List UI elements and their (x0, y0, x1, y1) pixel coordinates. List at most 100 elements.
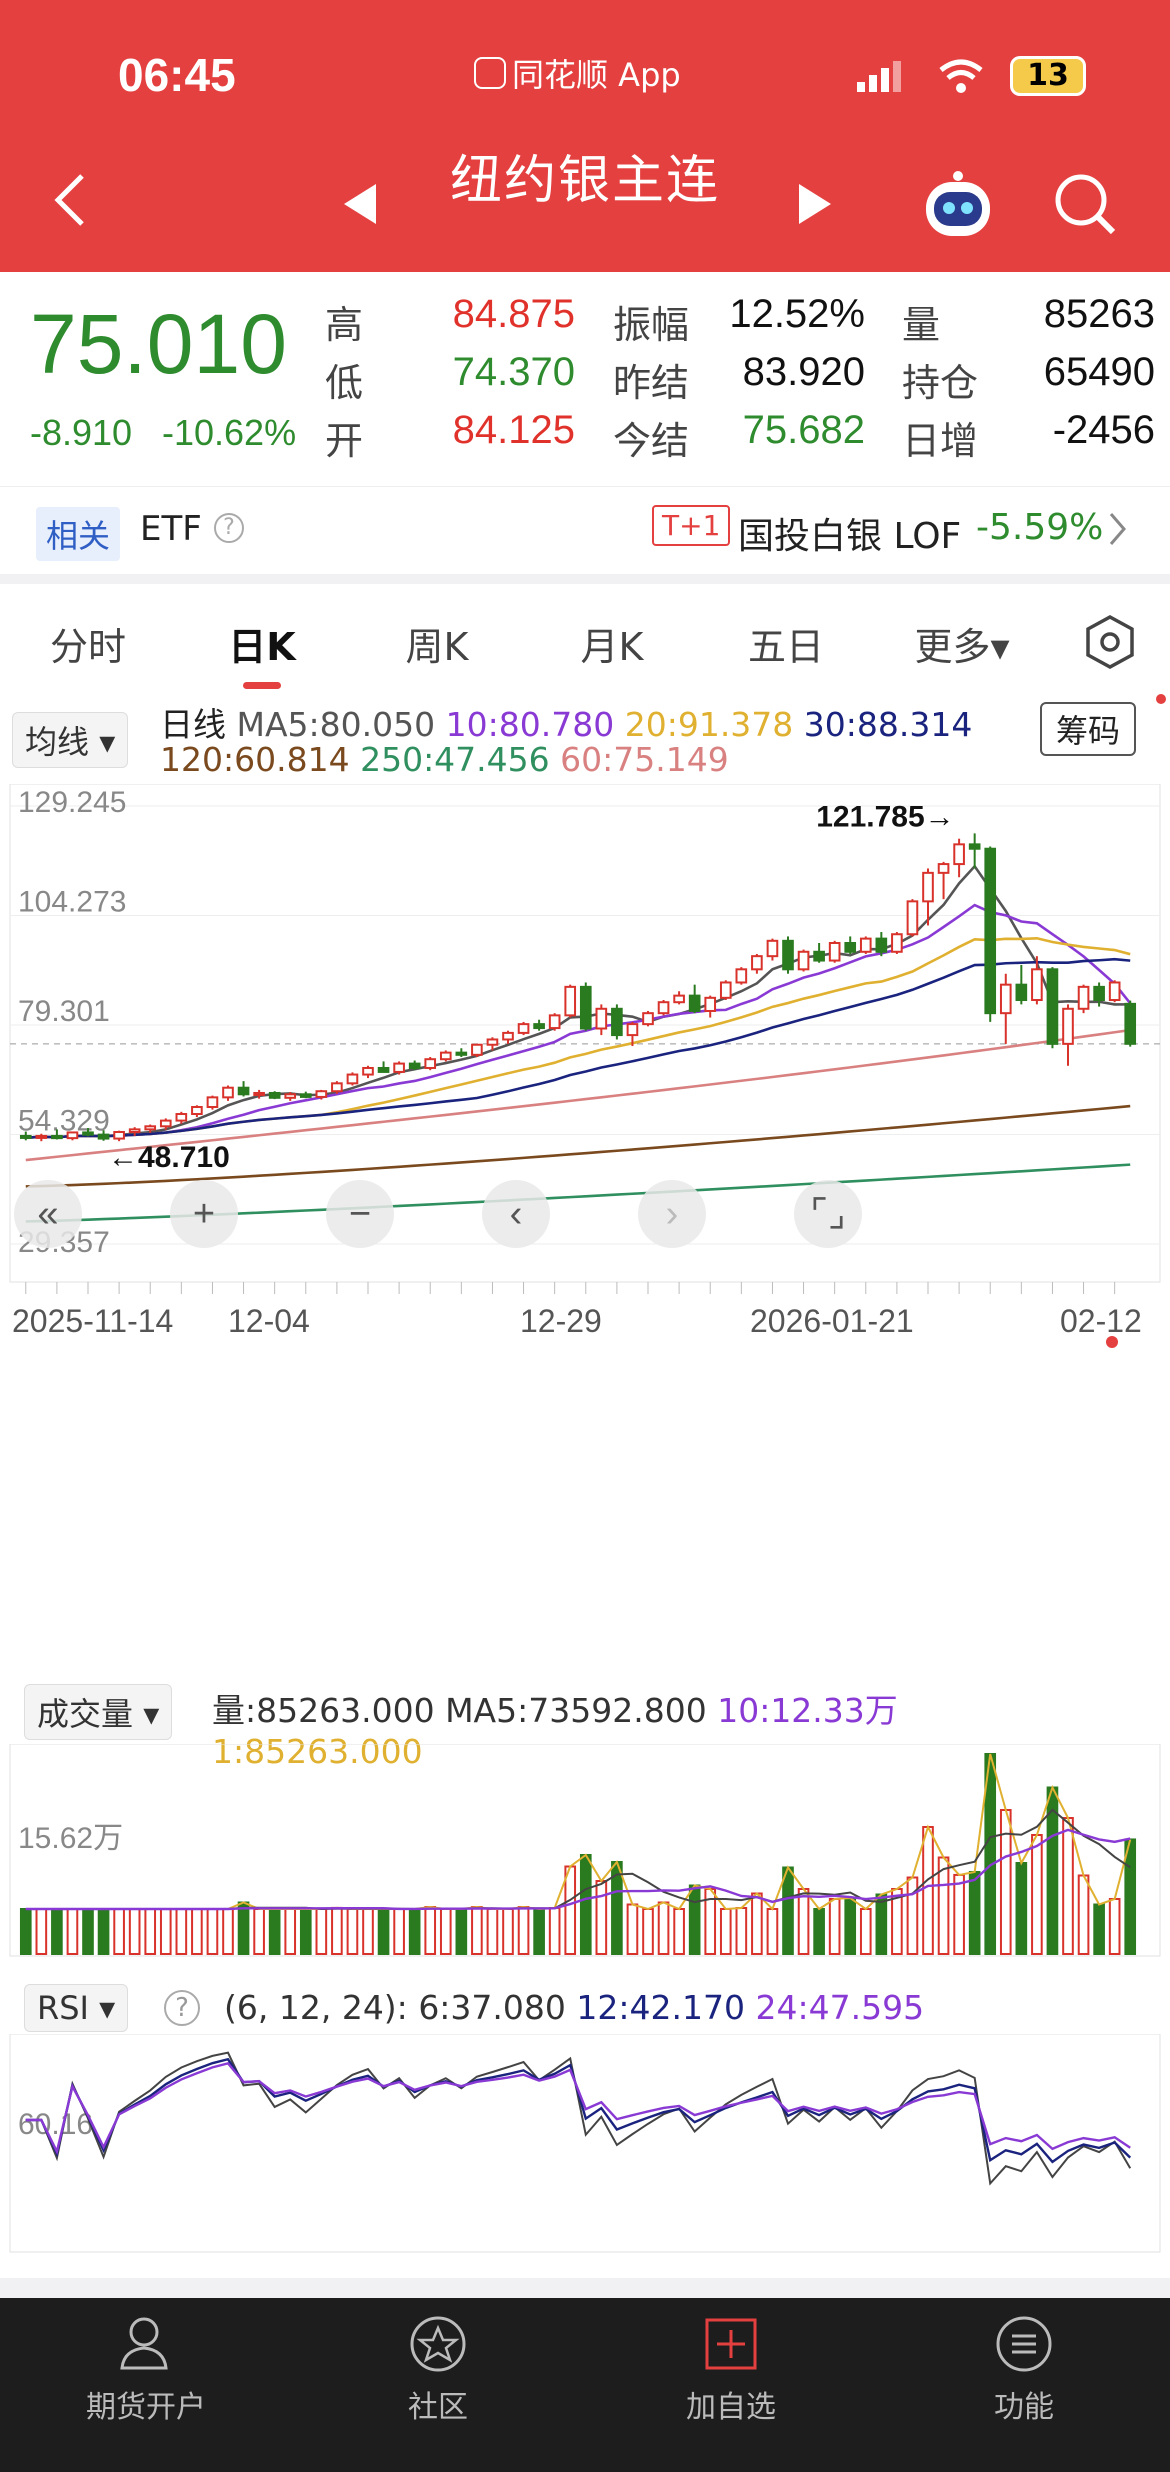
candle-body (284, 1093, 297, 1099)
volume-dropdown[interactable]: 成交量 ▾ (24, 1684, 173, 1740)
price-change: -8.910 (30, 412, 133, 453)
candle-body (766, 939, 779, 958)
daily-change-value: -2456 (1052, 408, 1155, 452)
settle-value: 75.682 (742, 408, 865, 452)
k-y-tick-label: 54.329 (18, 1105, 110, 1138)
volume-bar (751, 1892, 763, 1955)
volume-bar (502, 1908, 514, 1955)
active-tab-indicator (243, 682, 281, 689)
volume-bar (19, 1908, 32, 1955)
nav-functions[interactable]: 功能 (878, 2298, 1170, 2472)
nav-account[interactable]: 期货开户 (0, 2298, 292, 2472)
volume-bar (1077, 1874, 1090, 1955)
volume-bar (128, 1908, 141, 1955)
quote-panel: 75.010 -8.910 -10.62% 高 低 开 84.875 74.37… (0, 272, 1170, 486)
volume-bar (1015, 1862, 1028, 1955)
volume-bar (906, 1876, 919, 1955)
volume-bar (424, 1906, 437, 1955)
volume-bar (315, 1908, 328, 1955)
candle-body (144, 1125, 157, 1131)
ma5-line (25, 864, 1131, 1139)
nav-community[interactable]: 社区 (292, 2298, 584, 2472)
low-value: 74.370 (452, 350, 575, 394)
candle-body (984, 847, 997, 1015)
rsi-dropdown[interactable]: RSI ▾ (24, 1984, 129, 2032)
prev-contract-icon[interactable] (340, 182, 380, 230)
zoom-control-button (14, 1180, 82, 1248)
volume-bar (844, 1897, 857, 1955)
candle-body (128, 1128, 141, 1133)
back-icon[interactable] (50, 170, 90, 230)
ma10-value: 10:80.780 (445, 705, 615, 744)
volume-bar (144, 1908, 157, 1955)
x-tick-label: 02-12 (1060, 1303, 1142, 1339)
volume-bar (1108, 1898, 1121, 1955)
related-etf-row[interactable]: 相关 ETF ? T+1 国投白银 LOF -5.59% (0, 486, 1170, 574)
user-account-icon (120, 2317, 168, 2370)
volume-tick-label: 15.62万 (18, 1822, 123, 1855)
nav-add-watchlist[interactable]: 加自选 (585, 2298, 877, 2472)
next-contract-icon[interactable] (795, 182, 835, 230)
candle-body (595, 1007, 608, 1030)
rsi-help-icon[interactable]: ? (164, 1990, 200, 2026)
candle-body (35, 1134, 48, 1139)
settle-label: 今结 (613, 419, 690, 463)
volume-bar (408, 1908, 421, 1955)
candle-body (1062, 1007, 1074, 1045)
candle-body (1077, 985, 1090, 1010)
candle-body (502, 1031, 514, 1041)
volume-ma10: 10:12.33万 (717, 1691, 898, 1730)
candle-body (782, 939, 794, 971)
volume-bar (564, 1865, 577, 1955)
nav-account-label: 期货开户 (86, 2390, 206, 2425)
zoom-control-icon: ⌜⌟ (810, 1193, 846, 1235)
candle-body (471, 1043, 483, 1056)
amplitude-label: 振幅 (613, 303, 690, 347)
robot-assistant-icon[interactable] (920, 170, 996, 246)
ma5-value: MA5:80.050 (236, 705, 436, 744)
tab-timeshare[interactable]: 分时 (49, 625, 127, 669)
tab-monthly-k[interactable]: 月K (580, 625, 644, 669)
volume-bar (797, 1888, 810, 1955)
ma120-line (25, 1104, 1131, 1188)
t1-badge: T+1 (652, 505, 731, 546)
volume-bar (331, 1906, 343, 1955)
tab-weekly-k[interactable]: 周K (405, 625, 469, 669)
ma-dropdown[interactable]: 均线 ▾ (12, 712, 129, 768)
tab-five-day[interactable]: 五日 (747, 625, 825, 669)
volume-label: 量 (902, 303, 941, 347)
open-interest-value: 65490 (1043, 350, 1155, 394)
rsi-chart[interactable]: 60.16 (0, 2034, 1170, 2260)
candle-body (751, 955, 763, 971)
volume-chart[interactable]: 15.62万 (0, 1744, 1170, 1964)
etf-label: ETF (140, 509, 202, 549)
volume-bar (999, 1809, 1012, 1955)
app-logo-icon (474, 57, 506, 89)
x-tick-label: 12-29 (520, 1303, 602, 1339)
candle-body (82, 1131, 94, 1136)
zoom-control-icon: « (37, 1193, 58, 1235)
related-tag: 相关 (36, 507, 121, 561)
candle-body (455, 1051, 468, 1056)
zoom-control-icon: › (666, 1193, 679, 1235)
volume-bar (673, 1908, 685, 1955)
ma-legend-line2: 120:60.814 250:47.456 60:75.149 (160, 740, 729, 779)
search-icon[interactable] (1053, 172, 1117, 240)
help-icon[interactable]: ? (214, 513, 244, 543)
last-price: 75.010 (30, 297, 287, 391)
ma20-value: 20:91.378 (624, 705, 794, 744)
etf-name[interactable]: 国投白银 LOF (738, 516, 962, 557)
kline-chart[interactable]: 129.245104.27379.30154.32929.357121.785→… (0, 784, 1170, 1784)
settings-hexagon-icon[interactable] (1082, 614, 1138, 674)
candle-body (828, 942, 841, 962)
candle-body (315, 1090, 328, 1098)
tab-daily-k[interactable]: 日K (228, 625, 296, 669)
high-marker: 121.785→ (816, 801, 954, 834)
chip-button[interactable]: 筹码 (1040, 702, 1137, 756)
volume-bar (626, 1903, 639, 1955)
status-time: 06:45 (118, 49, 236, 101)
tab-more[interactable]: 更多▾ (914, 625, 1010, 669)
volume-frame (9, 1744, 1161, 1957)
volume-value-label: 量:85263.000 (212, 1691, 435, 1730)
add-watchlist-icon (705, 2318, 757, 2370)
